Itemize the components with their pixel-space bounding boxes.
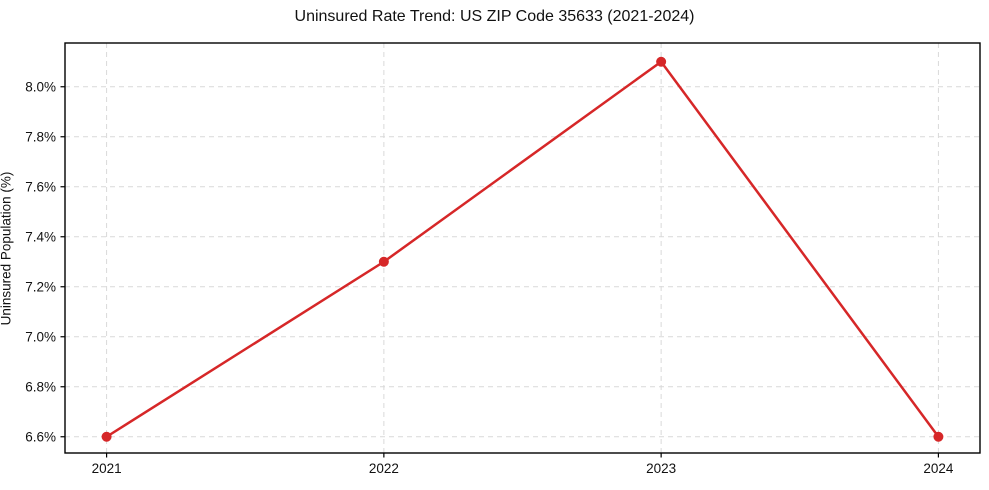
y-tick-label: 6.8% xyxy=(25,379,56,394)
data-point xyxy=(933,431,944,442)
y-tick-label: 7.0% xyxy=(25,329,56,344)
data-point xyxy=(378,256,389,267)
chart-title: Uninsured Rate Trend: US ZIP Code 35633 … xyxy=(294,8,695,25)
plot-border xyxy=(64,42,981,454)
x-tick-label: 2021 xyxy=(92,461,122,476)
x-tick-label: 2022 xyxy=(369,461,399,476)
data-point xyxy=(101,431,112,442)
data-point xyxy=(656,56,667,67)
trend-line xyxy=(105,60,940,438)
x-tick-label: 2024 xyxy=(923,461,954,476)
y-tick-label: 6.6% xyxy=(25,429,56,444)
y-tick-label: 7.4% xyxy=(25,229,56,244)
y-tick-label: 7.6% xyxy=(25,179,56,194)
y-tick-label: 7.2% xyxy=(25,279,56,294)
y-tick-label: 7.8% xyxy=(25,129,56,144)
y-tick-label: 8.0% xyxy=(25,79,56,94)
x-tick-label: 2023 xyxy=(646,461,676,476)
